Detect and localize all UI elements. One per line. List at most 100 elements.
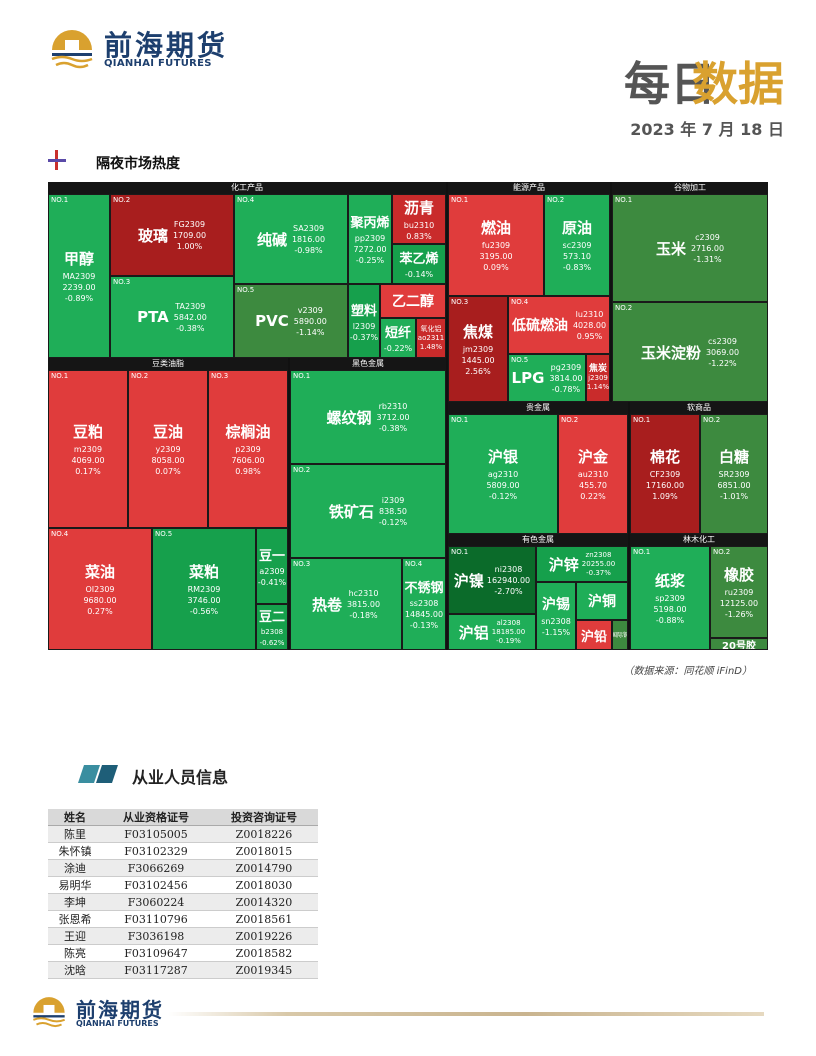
consulting-no: Z0019345 (210, 961, 318, 979)
qualification-no: F3036198 (102, 927, 210, 945)
footer-company-name-en: QIANHAI FUTURES (76, 1019, 159, 1028)
staff-name: 张恩希 (48, 910, 102, 928)
tile-soybean-no1[interactable]: 豆一 a2309 -0.41% (256, 528, 288, 604)
table-row: 易明华 F03102456 Z0018030 (48, 876, 318, 894)
group-header-soft: 软商品 (630, 402, 768, 414)
staff-name: 朱怀镇 (48, 842, 102, 860)
tile-soybean-oil[interactable]: NO.2 豆油 y2309 8058.00 0.07% (128, 370, 208, 528)
tile-nickel[interactable]: NO.1 沪镍 ni2308 162940.00 -2.70% (448, 546, 536, 614)
tile-stainless-steel[interactable]: NO.4 不锈钢 ss2308 14845.00 -0.13% (402, 558, 446, 650)
tile-pvc[interactable]: NO.5 PVC v2309 5890.00 -1.14% (234, 284, 348, 358)
tile-corn-starch[interactable]: NO.2 玉米淀粉 cs2309 3069.00 -1.22% (612, 302, 768, 402)
staff-name: 陈里 (48, 825, 102, 843)
tile-tin[interactable]: 沪锡 sn2308 -1.15% (536, 582, 576, 650)
group-header-ferrous: 黑色金属 (290, 358, 446, 370)
consulting-no: Z0018030 (210, 876, 318, 894)
tile-ethylene-glycol[interactable]: 乙二醇 (380, 284, 446, 318)
tile-soda-ash[interactable]: NO.4 纯碱 SA2309 1816.00 -0.98% (234, 194, 348, 284)
tile-corn[interactable]: NO.1 玉米 c2309 2716.00 -1.31% (612, 194, 768, 302)
tile-glass[interactable]: NO.2 玻璃 FG2309 1709.00 1.00% (110, 194, 234, 276)
group-header-precious: 贵金属 (448, 402, 628, 414)
staff-name: 涂迪 (48, 859, 102, 877)
header-name: 姓名 (48, 809, 102, 826)
consulting-no: Z0018015 (210, 842, 318, 860)
consulting-no: Z0018582 (210, 944, 318, 962)
header-consulting-no: 投资咨询证号 (210, 809, 318, 826)
tile-bitumen[interactable]: 沥青 bu2310 0.83% (392, 194, 446, 244)
staff-section-title: 从业人员信息 (132, 768, 229, 787)
qualification-no: F03109647 (102, 944, 210, 962)
tile-low-sulfur-fuel-oil[interactable]: NO.4 低硫燃油 lu2310 4028.00 0.95% (508, 296, 610, 354)
report-date: 2023 年 7 月 18 日 (630, 120, 784, 139)
consulting-no: Z0018561 (210, 910, 318, 928)
tile-crude-oil[interactable]: NO.2 原油 sc2309 573.10 -0.83% (544, 194, 610, 296)
qualification-no: F3060224 (102, 893, 210, 911)
footer-company-name-cn: 前海期货 (76, 998, 164, 1022)
tile-rapeseed-meal[interactable]: NO.5 菜粕 RM2309 3746.00 -0.56% (152, 528, 256, 650)
staff-name: 易明华 (48, 876, 102, 894)
group-header-energy: 能源产品 (448, 182, 610, 194)
company-name-en: QIANHAI FUTURES (104, 58, 212, 69)
staff-table: 姓名 从业资格证号 投资咨询证号 陈里 F03105005 Z0018226 朱怀镇… (48, 809, 318, 979)
page-title-part1: 每日 (624, 57, 716, 111)
table-row: 王迎 F3036198 Z0019226 (48, 927, 318, 945)
tile-coking-coal[interactable]: NO.3 焦煤 jm2309 1445.00 2.56% (448, 296, 508, 402)
section-marker-icon (48, 150, 66, 170)
tile-lpg[interactable]: NO.5 LPG pg2309 3814.00 -0.78% (508, 354, 586, 402)
qualification-no: F03110796 (102, 910, 210, 928)
tile-coke[interactable]: 焦炭 j2309 1.14% (586, 354, 610, 402)
tile-hot-coil[interactable]: NO.3 热卷 hc2310 3815.00 -0.18% (290, 558, 402, 650)
market-heat-treemap: 化工产品 能源产品 谷物加工 豆类油脂 黑色金属 贵金属 软商品 有色金属 林木… (48, 182, 768, 650)
tile-rebar[interactable]: NO.1 螺纹钢 rb2310 3712.00 -0.38% (290, 370, 446, 464)
tile-aluminum[interactable]: 沪铝 al2308 18185.00 -0.19% (448, 614, 536, 650)
tile-fuel-oil[interactable]: NO.1 燃油 fu2309 3195.00 0.09% (448, 194, 544, 296)
tile-silver[interactable]: NO.1 沪银 ag2310 5809.00 -0.12% (448, 414, 558, 534)
consulting-no: Z0014320 (210, 893, 318, 911)
page-title-part2: 数据 (692, 57, 784, 111)
table-row: 陈里 F03105005 Z0018226 (48, 825, 318, 843)
company-name-cn: 前海期货 (104, 29, 229, 62)
staff-name: 李坤 (48, 893, 102, 911)
staff-name: 王迎 (48, 927, 102, 945)
section-title-market-heat: 隔夜市场热度 (96, 156, 180, 172)
tile-copper[interactable]: 沪铜 (576, 582, 628, 620)
tile-alumina[interactable]: 氧化铝 ao2311 1.48% (416, 318, 446, 358)
tile-iron-ore[interactable]: NO.2 铁矿石 i2309 838.50 -0.12% (290, 464, 446, 558)
table-row: 朱怀镇 F03102329 Z0018015 (48, 842, 318, 860)
tile-intl-copper[interactable]: 国际铜 (612, 620, 628, 650)
footer-divider (168, 1012, 764, 1016)
tile-palm-oil[interactable]: NO.3 棕榈油 p2309 7606.00 0.98% (208, 370, 288, 528)
header-qualification-no: 从业资格证号 (102, 809, 210, 826)
data-source-note: （数据来源：同花顺 iFinD） (623, 666, 752, 677)
tile-styrene[interactable]: 苯乙烯 -0.14% (392, 244, 446, 284)
tile-pulp[interactable]: NO.1 纸浆 sp2309 5198.00 -0.88% (630, 546, 710, 650)
table-header-row: 姓名 从业资格证号 投资咨询证号 (48, 809, 318, 826)
tile-rapeseed-oil[interactable]: NO.4 菜油 OI2309 9680.00 0.27% (48, 528, 152, 650)
consulting-no: Z0019226 (210, 927, 318, 945)
tile-zinc[interactable]: 沪锌 zn2308 20255.00 -0.37% (536, 546, 628, 582)
group-header-soy-oil: 豆类油脂 (48, 358, 288, 370)
qualification-no: F03102329 (102, 842, 210, 860)
tile-cotton[interactable]: NO.1 棉花 CF2309 17160.00 1.09% (630, 414, 700, 534)
tile-soybean-no2[interactable]: 豆二 b2308 -0.62% (256, 604, 288, 650)
group-header-forestry: 林木化工 (630, 534, 768, 546)
qualification-no: F03102456 (102, 876, 210, 894)
staff-name: 沈晗 (48, 961, 102, 979)
tile-tsr20-rubber[interactable]: 20号胶 (710, 638, 768, 650)
tile-pta[interactable]: NO.3 PTA TA2309 5842.00 -0.38% (110, 276, 234, 358)
footer-logo-icon (32, 997, 66, 1028)
tile-rubber[interactable]: NO.2 橡胶 ru2309 12125.00 -1.26% (710, 546, 768, 638)
table-row: 张恩希 F03110796 Z0018561 (48, 910, 318, 928)
tile-short-fiber[interactable]: 短纤 -0.22% (380, 318, 416, 358)
tile-sugar[interactable]: NO.2 白糖 SR2309 6851.00 -1.01% (700, 414, 768, 534)
tile-methanol[interactable]: NO.1 甲醇 MA2309 2239.00 -0.89% (48, 194, 110, 358)
tile-polypropylene[interactable]: 聚丙烯 pp2309 7272.00 -0.25% (348, 194, 392, 284)
tile-soybean-meal[interactable]: NO.1 豆粕 m2309 4069.00 0.17% (48, 370, 128, 528)
qualification-no: F03105005 (102, 825, 210, 843)
tile-lead[interactable]: 沪铅 (576, 620, 612, 650)
table-row: 涂迪 F3066269 Z0014790 (48, 859, 318, 877)
tile-plastic[interactable]: 塑料 l2309 -0.37% (348, 284, 380, 358)
consulting-no: Z0018226 (210, 825, 318, 843)
tile-gold[interactable]: NO.2 沪金 au2310 455.70 0.22% (558, 414, 628, 534)
table-row: 李坤 F3060224 Z0014320 (48, 893, 318, 911)
